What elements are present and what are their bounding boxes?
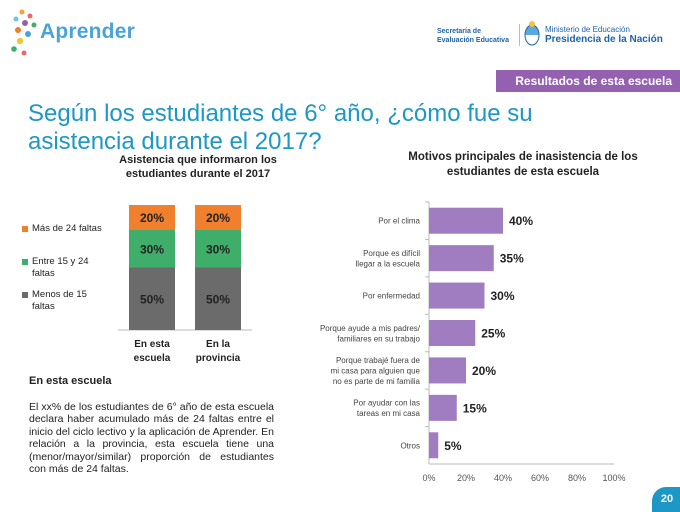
- page-number: 20: [652, 487, 680, 512]
- reason-bar-label: 5%: [444, 439, 462, 453]
- page-title: Según los estudiantes de 6° año, ¿cómo f…: [28, 100, 533, 155]
- legend-swatch-green: [22, 259, 28, 265]
- category-label: En la: [206, 339, 230, 350]
- aprender-logo-icon: [11, 9, 37, 56]
- bar-segment-label: 50%: [206, 292, 230, 306]
- header-divider: [519, 24, 520, 46]
- ministerio-line-2: Presidencia de la Nación: [545, 34, 663, 45]
- reason-category-label: Por el clima: [378, 217, 420, 226]
- section-heading: En esta escuela: [29, 375, 112, 387]
- secretaria-line-1: Secretaría de: [437, 28, 481, 35]
- reason-bar-label: 35%: [500, 252, 524, 266]
- reason-category-label: tareas en mi casa: [357, 409, 421, 418]
- legend-label: Más de 24 faltas: [32, 223, 102, 234]
- reason-bar-label: 20%: [472, 364, 496, 378]
- bar-segment-label: 20%: [140, 211, 164, 225]
- legend-item-menos-15: Menos de 15 faltas: [22, 289, 102, 313]
- reason-category-label: Por enfermedad: [363, 292, 420, 301]
- results-banner: Resultados de esta escuela: [496, 70, 680, 92]
- reason-category-label: familiares en su trabajo: [337, 334, 420, 343]
- secretaria-line-2: Evaluación Educativa: [437, 37, 509, 44]
- reason-category-label: Porque trabajé fuera de: [336, 356, 421, 365]
- reason-bar-6: [429, 432, 439, 459]
- bar-segment-2-1: [195, 205, 241, 230]
- reason-category-label: mi casa para alguien que: [331, 366, 421, 375]
- x-tick-label: 40%: [494, 473, 512, 483]
- reason-bar-0: [429, 207, 503, 234]
- category-label: provincia: [196, 353, 241, 364]
- legend-label: Entre 15 y 24 faltas: [32, 256, 89, 279]
- right-chart-title: Motivos principales de inasistencia de l…: [408, 151, 638, 178]
- ministerio-label: Ministerio de Educación Presidencia de l…: [545, 25, 680, 45]
- category-label: En esta: [134, 339, 170, 350]
- reason-bar-label: 40%: [509, 214, 533, 228]
- reason-bar-1: [429, 245, 494, 272]
- bar-segment-1-0: [129, 230, 175, 268]
- bar-segment-label: 30%: [206, 242, 230, 256]
- reason-bar-2: [429, 282, 485, 309]
- legend-item-entre-15-24: Entre 15 y 24 faltas: [22, 256, 102, 280]
- reason-bar-label: 30%: [491, 289, 515, 303]
- bar-segment-label: 20%: [206, 211, 230, 225]
- legend-label: Menos de 15 faltas: [32, 289, 87, 312]
- reason-category-label: Otros: [400, 441, 420, 450]
- x-tick-label: 60%: [531, 473, 549, 483]
- x-tick-label: 80%: [568, 473, 586, 483]
- reason-bar-5: [429, 394, 457, 421]
- bar-segment-0-1: [195, 267, 241, 330]
- x-tick-label: 20%: [457, 473, 475, 483]
- category-label: escuela: [134, 353, 171, 364]
- reason-category-label: Por ayudar con las: [353, 399, 420, 408]
- legend-swatch-gray: [22, 292, 28, 298]
- reason-bar-label: 15%: [463, 401, 487, 415]
- x-tick-label: 0%: [422, 473, 435, 483]
- reason-bar-4: [429, 357, 466, 384]
- reason-category-label: no es parte de mi familia: [333, 377, 421, 386]
- legend-swatch-orange: [22, 226, 28, 232]
- x-tick-label: 100%: [602, 473, 625, 483]
- reason-category-label: llegar a la escuela: [356, 259, 421, 268]
- argentina-shield-icon: [524, 21, 540, 46]
- reason-category-label: Porque ayude a mis padres/: [320, 324, 421, 333]
- secretaria-label: Secretaría de Evaluación Educativa: [437, 27, 522, 45]
- legend-item-mas-24: Más de 24 faltas: [22, 223, 102, 235]
- reason-bar-label: 25%: [481, 327, 505, 341]
- reason-category-label: Porque es difícil: [363, 249, 420, 258]
- bar-segment-label: 30%: [140, 242, 164, 256]
- ministerio-line-1: Ministerio de Educación: [545, 25, 630, 34]
- section-body: El xx% de los estudiantes de 6° año de e…: [29, 401, 274, 476]
- left-chart-title: Asistencia que informaron los estudiante…: [119, 154, 277, 180]
- bar-segment-label: 50%: [140, 292, 164, 306]
- reason-bar-3: [429, 320, 476, 346]
- brand-name: Aprender: [40, 20, 135, 43]
- bar-segment-0-0: [129, 267, 175, 330]
- bar-segment-2-0: [129, 205, 175, 230]
- bar-segment-1-1: [195, 230, 241, 268]
